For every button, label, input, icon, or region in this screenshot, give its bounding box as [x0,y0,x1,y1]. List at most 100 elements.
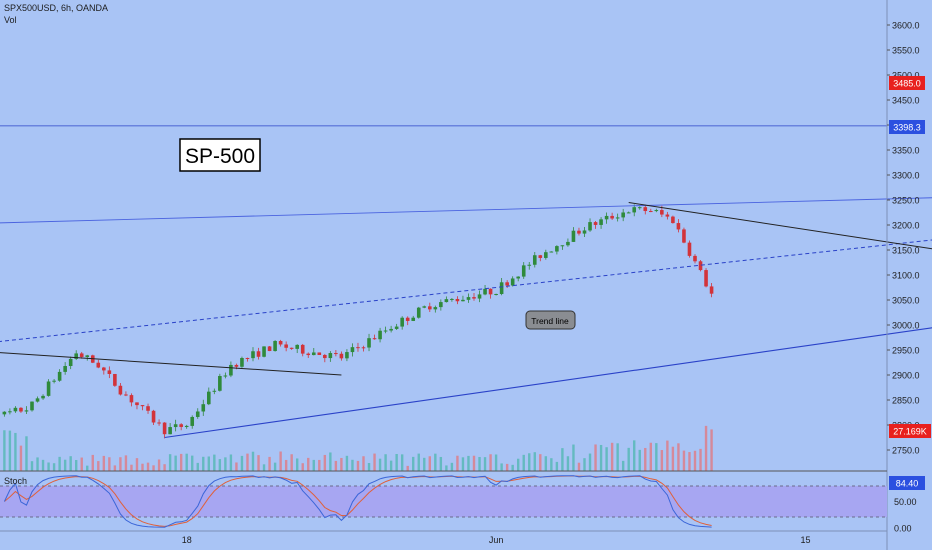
candle-body [245,357,250,359]
candle-body [339,353,344,359]
dotted-channel-line[interactable] [0,30,932,350]
volume-bar [113,465,117,471]
candle-body [118,385,123,395]
candle-body [709,286,714,294]
volume-bar [168,454,172,471]
volume-bar [539,454,542,471]
candle-body [30,401,34,411]
volume-bar [478,456,481,471]
volume-bar [660,450,664,471]
candle-body [168,427,172,435]
candle-body [372,338,377,340]
volume-bar [621,460,625,471]
candle-body [256,351,261,357]
time-tick: 18 [182,535,192,545]
candle-body [96,362,101,368]
falling-line-june[interactable] [628,202,932,294]
volume-bar [251,451,255,471]
candle-body [356,347,360,349]
volume-bar [671,446,675,471]
volume-bar [284,459,288,471]
candle-body [643,207,648,212]
volume-bar [439,456,443,471]
volume-bar [152,465,155,471]
volume-bar [146,462,150,471]
candle-body [394,326,399,329]
candle-body [284,344,288,348]
candle-body [405,317,410,321]
volume-bar [666,440,669,471]
candle-body [439,302,443,308]
candle-body [267,346,272,352]
candle-body [334,353,338,355]
candle-body [311,352,316,356]
candle-body [157,422,161,424]
candle-body [35,398,40,402]
price-tick: 3150.0 [892,246,920,256]
volume-bar [489,454,492,471]
volume-bar [693,450,697,471]
candle-body [361,347,366,349]
volume-bar [704,425,708,471]
price-tick: 3600.0 [892,21,920,31]
volume-bar [196,462,199,471]
volume-bar [583,458,586,471]
volume-bar [655,443,658,471]
volume-bar [378,458,382,471]
candle-body [107,370,112,374]
candle-body [229,364,233,376]
candle-body [278,340,283,345]
volume-bar [638,449,641,471]
callout-text: Trend line [531,316,569,326]
candle-body [687,242,692,256]
candle-body [129,395,134,403]
callout-box[interactable] [525,310,576,330]
volume-bar [163,464,166,471]
candle-body [207,391,211,405]
candle-body [444,299,449,303]
volume-bar [417,453,420,471]
volume-bar [682,450,686,471]
volume-bar [86,465,89,471]
candle-body [416,307,421,318]
volume-bar [102,455,106,471]
title-box[interactable] [179,138,261,172]
candle-body [63,366,67,372]
volume-bar [63,459,67,471]
candle-body [317,352,322,356]
price-tick: 3250.0 [892,196,920,206]
candle-body [632,207,637,213]
volume-bar [483,457,487,471]
flat-trendline[interactable] [0,148,932,226]
level-badge [889,120,925,134]
candle-body [577,230,581,234]
candle-body [433,307,438,310]
main-uptrend-line[interactable] [164,90,932,439]
stoch-badge [889,476,925,490]
volume-bar [218,459,222,471]
last-price-badge [889,76,925,90]
candle-body [295,344,299,349]
falling-line-may[interactable] [0,348,342,376]
price-tick: 2950.0 [892,346,920,356]
volume-bar [373,453,376,471]
volume-bar [323,454,327,471]
volume-bar [566,456,570,471]
volume-bar [119,457,122,471]
price-tick: 3450.0 [892,96,920,106]
time-tick: Jun [489,535,504,545]
candle-body [383,330,388,332]
candle-body [273,340,277,352]
volume-bar [544,456,548,471]
candle-body [422,306,427,308]
candle-body [218,375,222,391]
candle-body [74,353,78,359]
volume-bar [550,458,553,471]
trend-drawings [0,30,932,439]
candle-body [428,306,432,310]
volume-bar [428,456,431,471]
candle-body [450,298,454,300]
volume-bar [279,451,282,471]
volume-bar [345,455,349,471]
